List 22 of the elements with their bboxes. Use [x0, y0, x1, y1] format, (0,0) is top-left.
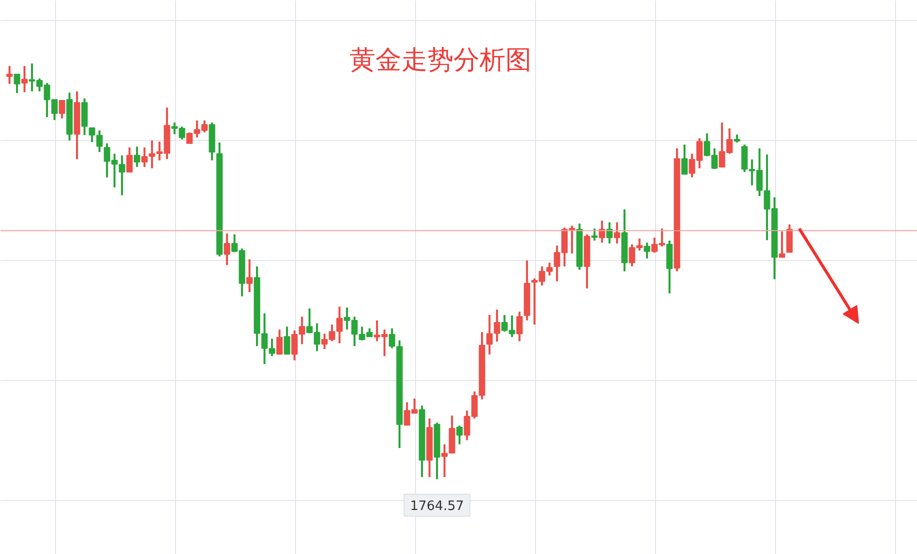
- candlestick: [224, 232, 230, 266]
- candlestick: [246, 258, 253, 294]
- candlestick: [21, 64, 28, 94]
- candlestick: [644, 242, 650, 260]
- candlestick: [134, 146, 140, 168]
- candlestick: [276, 328, 283, 356]
- annotation: 1764.57: [410, 499, 464, 514]
- candlestick: [614, 221, 620, 244]
- candlestick: [81, 97, 88, 136]
- candlestick: [284, 326, 290, 356]
- candlestick: [778, 230, 786, 258]
- candlestick: [14, 73, 20, 94]
- candlestick: [494, 308, 500, 343]
- candlestick: [681, 144, 688, 176]
- candlestick: [6, 64, 13, 85]
- candlestick: [516, 310, 523, 342]
- candlestick: [456, 424, 463, 446]
- candlestick: [591, 228, 598, 242]
- candlestick: [126, 146, 133, 173]
- chart-title: 黄金走势分析图: [350, 46, 532, 76]
- candlestick: [486, 314, 493, 356]
- candlestick: [58, 99, 66, 120]
